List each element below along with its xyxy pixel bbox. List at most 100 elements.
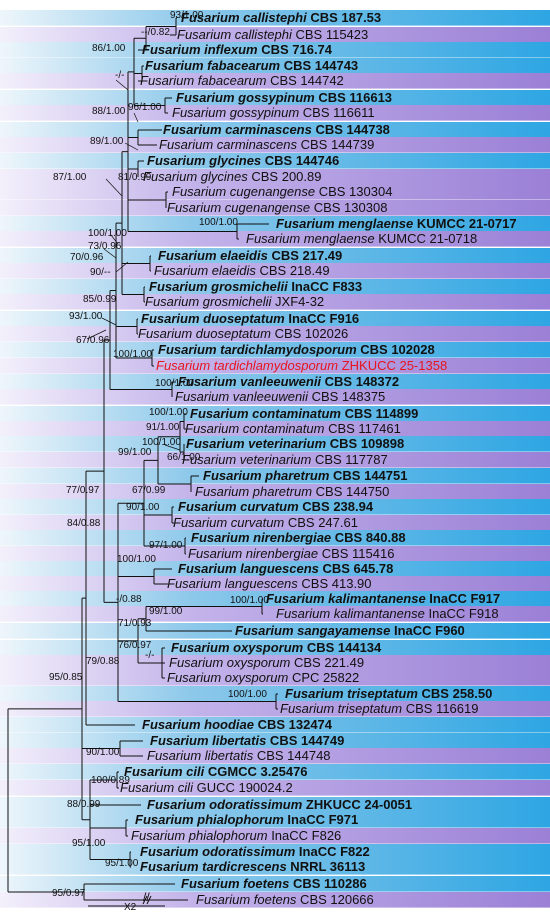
species-name: Fusarium foetens: [181, 876, 290, 891]
strain-code: CBS 218.49: [255, 263, 330, 278]
species-name: Fusarium tardicrescens: [140, 859, 287, 874]
species-name: Fusarium odoratissimum: [140, 844, 296, 859]
taxon-label: Fusarium glycines CBS 200.89: [143, 169, 321, 185]
support-value: 90/1.00: [86, 747, 120, 758]
species-name: Fusarium cili: [120, 780, 193, 795]
taxon-band: [0, 294, 550, 310]
taxon-label: Fusarium veterinarium CBS 117787: [182, 452, 388, 468]
species-name: Fusarium glycines: [147, 153, 262, 168]
strain-code: ZHKUCC 25-1358: [338, 358, 448, 373]
species-name: Fusarium fabacearum: [140, 73, 267, 88]
strain-code: CBS 116611: [299, 105, 375, 120]
bold-taxon-band: [0, 58, 550, 74]
support-leader: [124, 142, 139, 151]
species-name: Fusarium phialophorum: [135, 812, 284, 827]
support-value: 66/1.00: [167, 452, 201, 463]
strain-code: CBS 247.61: [284, 515, 358, 530]
bold-taxon-band: [0, 374, 550, 390]
strain-code: CBS 115423: [291, 27, 369, 42]
taxon-label: Fusarium grosmichelii InaCC F833: [149, 279, 362, 295]
taxon-band: [0, 701, 550, 717]
taxon-label: Fusarium grosmichelii JXF4-32: [145, 294, 324, 310]
taxon-band: [0, 576, 550, 592]
taxon-label: Fusarium elaeidis CBS 217.49: [158, 248, 342, 264]
species-name: Fusarium carminascens: [163, 122, 312, 137]
branch-break-glyph: [142, 895, 152, 905]
strain-code: CBS 144746: [261, 153, 340, 168]
support-value: 90/--: [90, 267, 111, 278]
species-name: Fusarium hoodiae: [142, 717, 254, 732]
taxon-band: [0, 105, 550, 121]
bold-taxon-band: [0, 591, 550, 607]
species-name: Fusarium duoseptatum: [138, 326, 271, 341]
taxon-label: Fusarium tardichlamydosporum ZHKUCC 25-1…: [156, 358, 447, 374]
taxon-band: [0, 748, 550, 764]
taxon-band: [0, 263, 550, 279]
taxon-band: [0, 231, 550, 247]
strain-code: CBS 114899: [340, 406, 419, 421]
taxon-label: Fusarium vanleeuwenii CBS 148375: [175, 389, 385, 405]
species-name: Fusarium veterinarium: [182, 452, 312, 467]
taxon-label: Fusarium phialophorum InaCC F971: [135, 812, 358, 828]
strain-code: CBS 117787: [311, 452, 388, 467]
taxon-label: Fusarium oxysporum CBS 144134: [171, 640, 381, 656]
taxon-label: Fusarium oxysporum CBS 221.49: [169, 655, 364, 671]
strain-code: KUMCC 21-0718: [374, 231, 478, 246]
support-value: 77/0.97: [66, 485, 100, 496]
taxon-label: Fusarium tardichlamydosporum CBS 102028: [158, 342, 435, 358]
species-name: Fusarium grosmichelii: [149, 279, 288, 294]
taxon-label: Fusarium curvatum CBS 247.61: [173, 515, 358, 531]
bold-taxon-band: [0, 342, 550, 358]
species-name: Fusarium foetens: [196, 892, 297, 907]
taxon-label: Fusarium kalimantanense InaCC F917: [266, 591, 500, 607]
support-value: 95/0.85: [49, 672, 83, 683]
bold-taxon-band: [0, 561, 550, 577]
support-value: 100/1.00: [199, 217, 238, 228]
species-name: Fusarium contaminatum: [185, 421, 325, 436]
strain-code: CBS 115416: [318, 546, 395, 561]
bold-taxon-band: [0, 797, 550, 813]
taxon-band: [0, 546, 550, 562]
support-value: 99/1.00: [118, 447, 152, 458]
bold-taxon-band: [0, 764, 550, 780]
support-value: 99/1.00: [149, 606, 183, 617]
species-name: Fusarium languescens: [178, 561, 319, 576]
taxon-label: Fusarium cugenangense CBS 130304: [172, 184, 392, 200]
species-name: Fusarium gossypinum: [176, 90, 315, 105]
species-name: Fusarium triseptatum: [280, 701, 403, 716]
taxon-band: [0, 421, 550, 437]
support-value: 73/0.96: [88, 241, 122, 252]
taxon-label: Fusarium contaminatum CBS 114899: [190, 406, 418, 422]
taxon-label: Fusarium odoratissimum InaCC F822: [140, 844, 370, 860]
species-name: Fusarium libertatis: [147, 748, 254, 763]
bold-taxon-band: [0, 686, 550, 702]
strain-code: CBS 413.90: [297, 576, 372, 591]
support-value: -/0.88: [116, 594, 142, 605]
strain-code: InaCC F918: [424, 606, 499, 621]
species-name: Fusarium oxysporum: [169, 655, 291, 670]
strain-code: CBS 110286: [289, 876, 367, 891]
support-value: 100/1.00: [88, 228, 127, 239]
strain-code: CBS 258.50: [417, 686, 493, 701]
species-name: Fusarium kalimantanense: [276, 606, 425, 621]
support-value: 100/1.00: [142, 437, 181, 448]
support-value: 84/0.88: [67, 518, 101, 529]
strain-code: CBS 130304: [315, 184, 393, 199]
species-name: Fusarium callistephi: [181, 10, 307, 25]
strain-code: InaCC F916: [284, 311, 360, 326]
support-value: 95/1.00: [72, 838, 106, 849]
taxon-label: Fusarium vanleeuwenii CBS 148372: [178, 374, 399, 390]
support-value: 97/1.00: [149, 540, 183, 551]
species-name: Fusarium menglaense: [246, 231, 375, 246]
support-leader: [133, 112, 139, 123]
bold-taxon-band: [0, 812, 550, 828]
taxon-label: Fusarium oxysporum CPC 25822: [167, 670, 359, 686]
strain-code: CBS 102026: [270, 326, 349, 341]
taxon-label: Fusarium phialophorum InaCC F826: [131, 828, 341, 844]
bold-taxon-band: [0, 530, 550, 546]
support-value: 93/1.00: [69, 311, 103, 322]
taxon-band: [0, 389, 550, 405]
species-name: Fusarium pharetrum: [195, 484, 313, 499]
strain-code: CBS 102028: [356, 342, 435, 357]
support-leader: [105, 178, 123, 197]
